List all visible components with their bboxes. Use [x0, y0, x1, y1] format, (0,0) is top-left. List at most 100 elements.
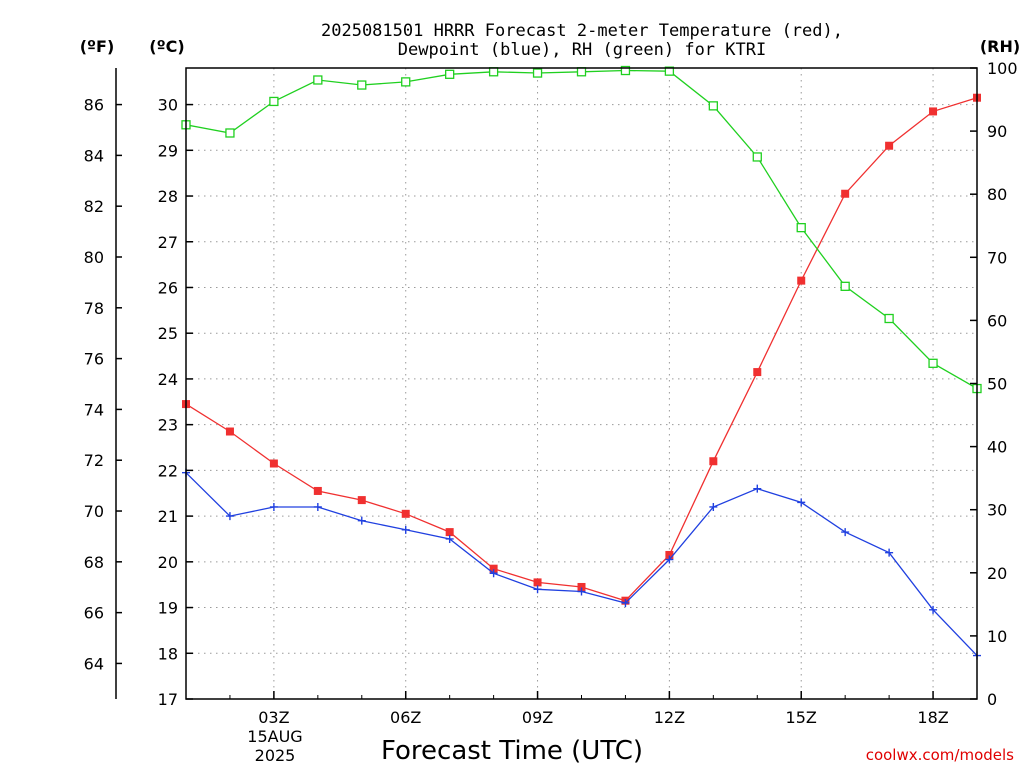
data-point-marker [225, 512, 234, 521]
series-line-1 [185, 472, 978, 657]
series-line-0 [185, 97, 978, 602]
data-point-marker [884, 313, 894, 324]
data-point-marker [401, 525, 410, 534]
grid [186, 68, 977, 700]
data-point-marker [752, 152, 762, 162]
fahrenheit-tick-label: 82 [84, 197, 104, 216]
fahrenheit-tick-label: 78 [84, 299, 104, 318]
series-group-2 [181, 65, 982, 394]
data-point-marker [445, 534, 454, 543]
data-point-marker [313, 502, 322, 511]
rh-tick-label: 70 [987, 248, 1007, 267]
data-point-marker [577, 587, 586, 596]
celsius-tick-label: 24 [158, 370, 178, 389]
data-point-marker [577, 582, 586, 591]
fahrenheit-tick-label: 80 [84, 248, 104, 267]
credit-label: coolwx.com/models [866, 746, 1014, 764]
data-point-marker [841, 189, 850, 198]
fahrenheit-tick-label: 70 [84, 502, 104, 521]
rh-tick-label: 50 [987, 375, 1007, 394]
data-point-marker [885, 548, 894, 557]
data-point-marker [797, 498, 806, 507]
data-point-marker [269, 459, 278, 468]
data-point-marker [445, 528, 454, 537]
celsius-tick-label: 19 [158, 599, 178, 618]
x-tick-label: 03Z [258, 708, 289, 727]
data-point-marker [709, 502, 718, 511]
x-tick-label: 12Z [654, 708, 685, 727]
rh-tick-label: 40 [987, 438, 1007, 457]
fahrenheit-tick-label: 66 [84, 604, 104, 623]
fahrenheit-tick-label: 86 [84, 96, 104, 115]
celsius-tick-label: 30 [158, 96, 178, 115]
data-point-marker [533, 578, 542, 587]
rh-tick-label: 30 [987, 501, 1007, 520]
data-point-marker [753, 368, 762, 377]
rh-tick-label: 20 [987, 564, 1007, 583]
data-point-marker [665, 550, 674, 559]
data-point-marker [357, 496, 366, 505]
data-point-marker [313, 75, 323, 85]
data-point-marker [225, 427, 234, 436]
data-point-marker [885, 141, 894, 150]
data-point-marker [488, 67, 499, 77]
data-point-marker [929, 605, 938, 614]
celsius-tick-label: 18 [158, 644, 178, 663]
data-point-marker [445, 69, 455, 79]
celsius-tick-label: 17 [158, 690, 178, 709]
celsius-tick-label: 26 [158, 278, 178, 297]
data-point-marker [709, 457, 718, 466]
data-point-marker [620, 65, 631, 76]
chart-title: 2025081501 HRRR Forecast 2-meter Tempera… [321, 21, 843, 41]
plot-frame [185, 67, 978, 700]
data-point-marker [664, 66, 675, 76]
rh-tick-label: 0 [987, 690, 997, 709]
data-point-marker [796, 222, 806, 233]
date-label-year: 2025 [255, 746, 296, 765]
series-group-1 [182, 468, 981, 660]
x-axis-label: Forecast Time (UTC) [381, 736, 643, 766]
fahrenheit-tick-label: 76 [84, 350, 104, 369]
celsius-tick-label: 21 [158, 507, 178, 526]
x-tick-label: 15Z [786, 708, 817, 727]
fahrenheit-tick-label: 72 [84, 451, 104, 470]
fahrenheit-tick-label: 74 [84, 400, 104, 419]
data-point-marker [928, 358, 938, 368]
data-point-marker [797, 276, 806, 285]
x-tick-label: 06Z [390, 708, 421, 727]
series-group-0 [182, 93, 981, 605]
celsius-tick-label: 27 [158, 233, 178, 252]
data-point-marker [576, 67, 587, 77]
data-point-marker [489, 569, 498, 578]
date-label-day: 15AUG [247, 727, 302, 746]
fahrenheit-unit-label: (ºF) [80, 37, 115, 56]
celsius-tick-label: 20 [158, 553, 178, 572]
rh-unit-label: (RH) [980, 37, 1020, 56]
chart-subtitle: Dewpoint (blue), RH (green) for KTRI [398, 40, 766, 60]
data-point-marker [489, 564, 498, 573]
celsius-tick-label: 25 [158, 324, 178, 343]
data-point-marker [665, 555, 674, 564]
celsius-tick-label: 22 [158, 461, 178, 480]
data-point-marker [269, 502, 278, 511]
data-point-marker [401, 509, 410, 518]
rh-tick-label: 10 [987, 627, 1007, 646]
fahrenheit-tick-label: 84 [84, 146, 104, 165]
data-point-marker [313, 486, 322, 495]
data-point-marker [401, 77, 411, 87]
data-point-marker [533, 585, 542, 594]
x-tick-label: 18Z [917, 708, 948, 727]
data-point-marker [929, 107, 938, 116]
data-point-marker [621, 598, 630, 607]
data-point-marker [357, 80, 367, 90]
series-layer [181, 65, 982, 660]
rh-tick-label: 60 [987, 311, 1007, 330]
celsius-tick-label: 29 [158, 141, 178, 160]
data-point-marker [708, 101, 718, 111]
data-point-marker [532, 68, 543, 78]
series-line-2 [185, 69, 978, 390]
data-point-marker [269, 96, 279, 107]
rh-tick-label: 80 [987, 185, 1007, 204]
rh-tick-label: 90 [987, 122, 1007, 141]
